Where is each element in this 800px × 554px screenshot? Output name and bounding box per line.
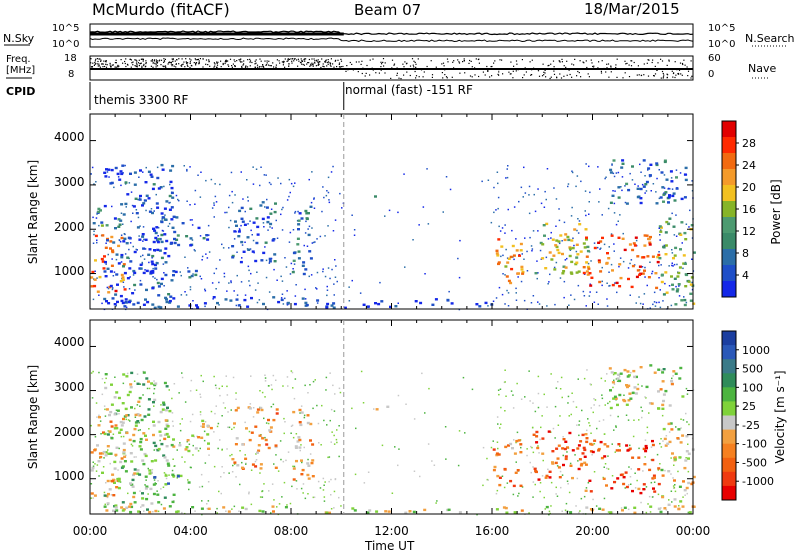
velocity-colorbar-segment — [722, 401, 736, 416]
power-ytick-2000: 2000 — [54, 220, 85, 234]
x-tick-label: 04:00 — [173, 524, 208, 538]
x-tick-label: 20:00 — [575, 524, 610, 538]
power-colorbar-tick-label: 8 — [742, 247, 749, 260]
power-colorbar-segment — [722, 265, 736, 282]
x-axis-label: Time UT — [365, 539, 415, 553]
power-ytick-4000: 4000 — [54, 130, 85, 144]
velocity-colorbar-segment — [722, 443, 736, 459]
velocity-colorbar-tick-label: -100 — [742, 438, 767, 451]
cpid-segment-1: themis 3300 RF — [94, 93, 189, 107]
freq-left-tick-top: 18 — [64, 53, 77, 64]
x-tick-label: 08:00 — [274, 524, 309, 538]
velocity-colorbar-tick-label: 500 — [742, 363, 763, 376]
power-colorbar-segment — [722, 201, 736, 218]
velocity-ytick-1000: 1000 — [54, 469, 85, 483]
power-colorbar-segment — [722, 233, 736, 250]
velocity-colorbar-frame — [721, 330, 737, 501]
velocity-colorbar-tick-label: 100 — [742, 381, 763, 394]
velocity-colorbar-segment — [722, 373, 736, 388]
power-colorbar-segment — [722, 217, 736, 234]
noise-left-tick-bottom: 10^0 — [52, 39, 80, 50]
velocity-colorbar-segment — [722, 485, 736, 501]
nave-dots — [90, 58, 693, 80]
velocity-colorbar-segment — [722, 415, 736, 431]
nave-label: Nave — [748, 62, 777, 75]
noise-search-label: N.Search — [745, 32, 795, 45]
noise-sky-trace — [89, 30, 694, 36]
station-title: McMurdo (fitACF) — [92, 0, 230, 19]
power-colorbar-tick-label: 16 — [742, 203, 756, 216]
velocity-ytick-2000: 2000 — [54, 425, 85, 439]
freq-label-line2: [MHz] — [6, 65, 36, 76]
beam-title: Beam 07 — [354, 1, 422, 19]
x-tick-label: 12:00 — [374, 524, 409, 538]
freq-label-line1: Freq. — [6, 54, 31, 65]
velocity-colorbar-tick-label: -500 — [742, 456, 767, 469]
noise-sky-label: N.Sky — [3, 32, 35, 45]
velocity-colorbar-segment — [722, 331, 736, 346]
freq-right-tick-top: 60 — [708, 53, 721, 64]
power-colorbar-segment — [722, 153, 736, 170]
power-colorbar-label: Power [dB] — [769, 179, 783, 245]
noise-right-tick-bottom: 10^0 — [708, 39, 736, 50]
cpid-segment-2: normal (fast) -151 RF — [345, 83, 473, 97]
power-colorbar-tick-label: 24 — [742, 159, 756, 172]
power-colorbar-tick-label: 28 — [742, 137, 756, 150]
power-ylabel: Slant Range [km] — [26, 159, 40, 265]
velocity-heatmap-cells — [90, 364, 696, 516]
power-ytick-1000: 1000 — [54, 264, 85, 278]
velocity-colorbar-tick-label: 1000 — [742, 344, 770, 357]
noise-search-trace — [89, 37, 694, 43]
power-colorbar-tick-label: 4 — [742, 269, 749, 282]
velocity-colorbar-tick-label: -25 — [742, 419, 760, 432]
x-tick-label: 16:00 — [475, 524, 510, 538]
power-colorbar-segment — [722, 281, 736, 298]
power-colorbar-segment — [722, 249, 736, 266]
velocity-ytick-4000: 4000 — [54, 335, 85, 349]
velocity-ylabel: Slant Range [km] — [26, 364, 40, 470]
velocity-colorbar-tick-label: -1000 — [742, 475, 774, 488]
noise-left-tick-top: 10^5 — [52, 23, 80, 34]
velocity-colorbar-segment — [722, 387, 736, 402]
velocity-ytick-3000: 3000 — [54, 380, 85, 394]
power-colorbar-tick-label: 20 — [742, 181, 756, 194]
power-colorbar-segment — [722, 137, 736, 154]
noise-right-tick-top: 10^5 — [708, 23, 736, 34]
velocity-colorbar-tick-label: 25 — [742, 400, 756, 413]
x-tick-label: 00:00 — [676, 524, 711, 538]
x-tick-label: 00:00 — [73, 524, 108, 538]
power-colorbar-segment — [722, 185, 736, 202]
velocity-colorbar-segment — [722, 471, 736, 487]
freq-right-tick-bottom: 0 — [708, 69, 715, 80]
velocity-colorbar-segment — [722, 429, 736, 445]
power-colorbar-tick-label: 12 — [742, 225, 756, 238]
velocity-colorbar-label: Velocity [m s⁻¹] — [773, 370, 787, 464]
power-colorbar-segment — [722, 121, 736, 138]
power-colorbar-segment — [722, 169, 736, 186]
velocity-colorbar-segment — [722, 457, 736, 473]
freq-left-tick-bottom: 8 — [68, 69, 75, 80]
cpid-label: CPID — [6, 85, 36, 98]
freq-trace — [90, 68, 693, 70]
velocity-colorbar-segment — [722, 359, 736, 374]
power-panel-frame — [89, 113, 694, 310]
power-heatmap-cells — [90, 159, 696, 311]
date-title: 18/Mar/2015 — [584, 0, 680, 18]
velocity-colorbar-segment — [722, 345, 736, 360]
velocity-panel-frame — [89, 319, 694, 515]
power-ytick-3000: 3000 — [54, 175, 85, 189]
